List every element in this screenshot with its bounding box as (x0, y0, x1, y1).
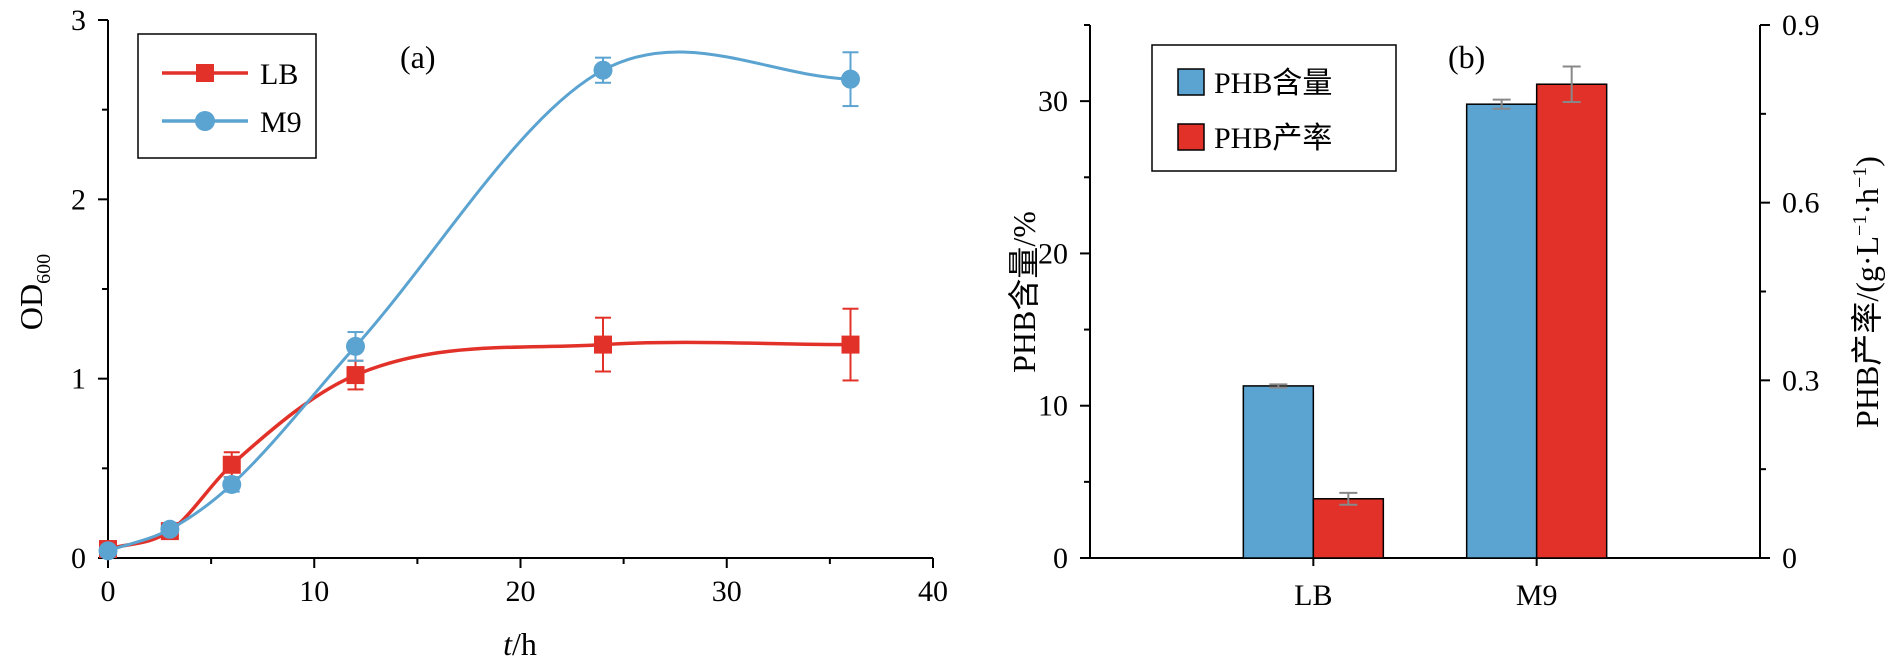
series-m9-point (98, 541, 118, 561)
series-m9-point (346, 336, 365, 356)
panel-b-right-tick-label: 0.6 (1782, 187, 1820, 220)
bar-phb-yield-lb (1312, 498, 1385, 559)
series-m9-point (841, 69, 860, 89)
panel-a-x-tick-label: 20 (506, 575, 536, 608)
panel-b-left-tick-label: 20 (1038, 237, 1068, 270)
panel-b-category-label: LB (1294, 579, 1332, 612)
panel-a-y-tick-label: 2 (71, 183, 86, 216)
panel-b-left-tick-label: 30 (1038, 85, 1068, 118)
legend-lb-marker (196, 64, 214, 82)
series-m9-point (222, 474, 242, 494)
panel-a-x-tick-label: 10 (299, 575, 329, 608)
panel-b-right-tick-label: 0 (1782, 542, 1797, 575)
panel-b-bar-chart: 0 10 20 30 0 0.3 0.6 0.9 LB M9 (b) PHB含量/% PHB产… (1006, 9, 1885, 612)
panel-b-category-label: M9 (1516, 579, 1558, 612)
panel-b-right-tick-label: 0.3 (1782, 364, 1820, 397)
series-lb-point (594, 335, 612, 354)
legend-phb-yield-swatch (1177, 123, 1205, 151)
panel-b-left-tick-label: 0 (1053, 542, 1068, 575)
panel-a-y-tick-label: 1 (71, 363, 86, 396)
legend-phb-content-label: PHB含量 (1214, 67, 1332, 100)
series-m9-point (593, 60, 613, 80)
legend-m9-marker (195, 111, 215, 131)
legend-phb-yield-label: PHB产率 (1214, 122, 1332, 155)
legend-m9-label: M9 (260, 106, 302, 139)
series-lb-line (107, 340, 851, 551)
bar-phb-content-lb (1242, 385, 1315, 559)
panel-a-line-chart: 0 10 20 30 40 0 1 2 3 (a) t/h OD600 LB M9 (13, 4, 948, 662)
bar-phb-content-m9 (1465, 103, 1538, 559)
legend-phb-content-swatch (1177, 68, 1205, 96)
series-m9-point (160, 519, 180, 539)
panel-b-left-y-label: PHB含量/% (1006, 211, 1042, 373)
panel-b-right-y-label: PHB产率/(g·L−1·h−1) (1849, 156, 1885, 428)
panel-b-label: (b) (1448, 39, 1485, 75)
panel-a-x-label: t/h (503, 626, 537, 662)
panel-a-label: (a) (400, 39, 436, 75)
series-lb-point (222, 455, 241, 474)
series-lb-point (841, 335, 860, 354)
bar-phb-yield-m9 (1535, 83, 1608, 559)
panel-a-x-tick-label: 40 (918, 575, 948, 608)
legend-lb-label: LB (260, 58, 298, 91)
panel-b-left-tick-label: 10 (1038, 390, 1068, 423)
series-lb-point (346, 366, 365, 385)
panel-a-legend-box (137, 33, 317, 159)
panel-a-y-tick-label: 0 (71, 542, 86, 575)
panel-b-legend: PHB含量 PHB产率 (1151, 44, 1397, 172)
panel-a-x-tick-label: 30 (712, 575, 742, 608)
panel-a-y-tick-label: 3 (71, 4, 86, 37)
panel-b-right-tick-label: 0.9 (1782, 9, 1820, 42)
panel-a-y-label: OD600 (13, 254, 55, 330)
panel-a-x-tick-label: 0 (101, 575, 116, 608)
panel-a-legend: LB M9 (137, 33, 317, 159)
